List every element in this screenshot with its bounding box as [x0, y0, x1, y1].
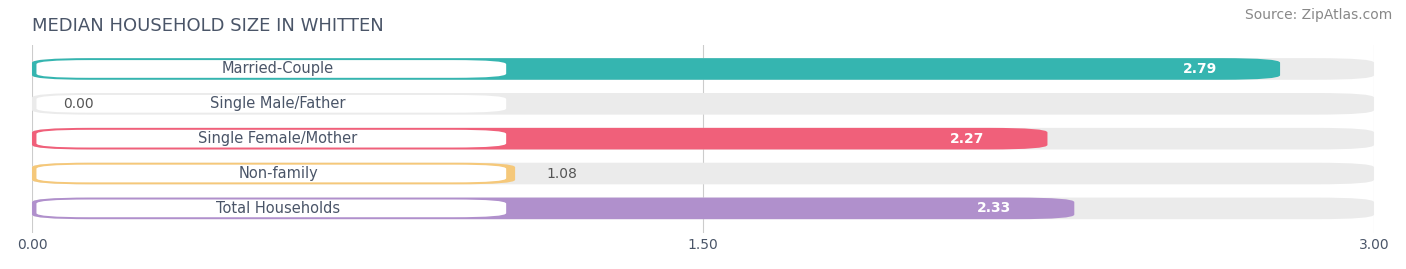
- FancyBboxPatch shape: [37, 165, 506, 182]
- Text: 2.27: 2.27: [949, 132, 984, 146]
- FancyBboxPatch shape: [922, 200, 1066, 217]
- Text: 0.00: 0.00: [63, 97, 94, 111]
- Text: Married-Couple: Married-Couple: [222, 61, 335, 76]
- FancyBboxPatch shape: [32, 163, 1374, 184]
- FancyBboxPatch shape: [32, 58, 1374, 80]
- Text: 2.79: 2.79: [1182, 62, 1216, 76]
- FancyBboxPatch shape: [32, 128, 1047, 150]
- FancyBboxPatch shape: [32, 163, 515, 184]
- FancyBboxPatch shape: [32, 128, 1374, 150]
- Text: Total Households: Total Households: [217, 201, 340, 216]
- FancyBboxPatch shape: [32, 58, 1279, 80]
- FancyBboxPatch shape: [32, 93, 1374, 115]
- Text: Single Male/Father: Single Male/Father: [211, 96, 346, 111]
- Text: Source: ZipAtlas.com: Source: ZipAtlas.com: [1244, 8, 1392, 22]
- Text: 2.33: 2.33: [977, 201, 1011, 215]
- Text: Non-family: Non-family: [238, 166, 318, 181]
- FancyBboxPatch shape: [37, 200, 506, 217]
- FancyBboxPatch shape: [37, 60, 506, 78]
- FancyBboxPatch shape: [1128, 60, 1271, 78]
- Text: Single Female/Mother: Single Female/Mother: [198, 131, 357, 146]
- FancyBboxPatch shape: [37, 130, 506, 147]
- Text: MEDIAN HOUSEHOLD SIZE IN WHITTEN: MEDIAN HOUSEHOLD SIZE IN WHITTEN: [32, 17, 384, 35]
- FancyBboxPatch shape: [32, 197, 1374, 219]
- FancyBboxPatch shape: [32, 197, 1074, 219]
- FancyBboxPatch shape: [37, 95, 506, 113]
- Text: 1.08: 1.08: [547, 167, 578, 180]
- FancyBboxPatch shape: [896, 130, 1039, 147]
